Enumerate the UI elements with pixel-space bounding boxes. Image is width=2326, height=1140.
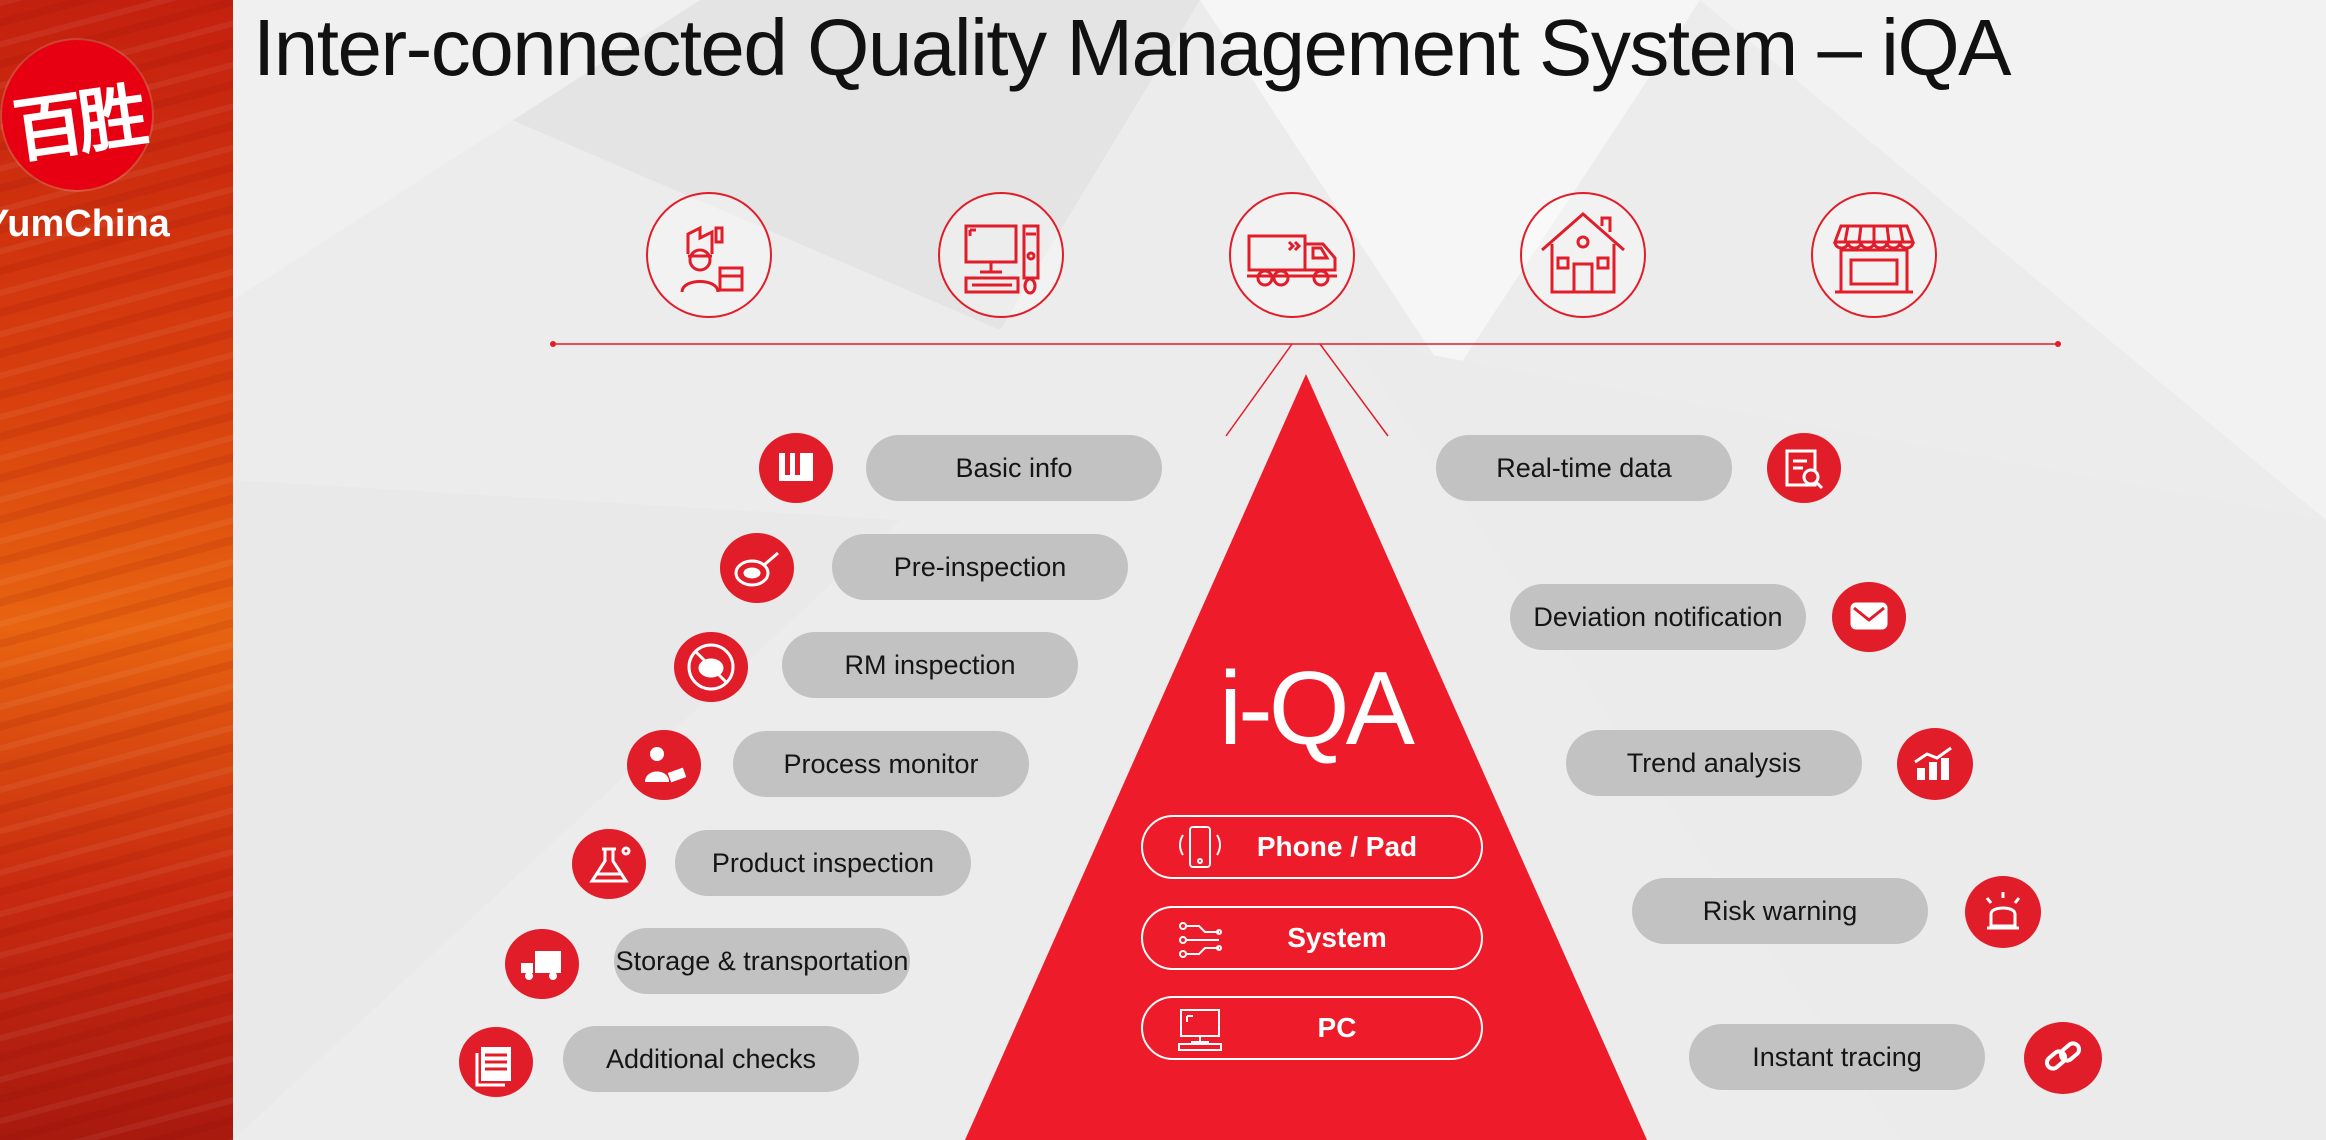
feature-deviation-notification: Deviation notification xyxy=(1510,584,1806,650)
funnel-line-left xyxy=(1225,343,1293,437)
iqa-label: i-QA xyxy=(1219,651,1415,767)
feature-product-inspection: Product inspection xyxy=(675,830,971,896)
pc-monitor-icon xyxy=(1178,1009,1222,1051)
worker-icon xyxy=(627,730,701,800)
funnel-line-right xyxy=(1319,343,1389,437)
feature-risk-warning: Risk warning xyxy=(1632,878,1928,944)
delivery-truck-icon xyxy=(1229,192,1355,318)
feature-pre-inspection: Pre-inspection xyxy=(832,534,1128,600)
feature-process-monitor: Process monitor xyxy=(733,731,1029,797)
supplier-factory-icon xyxy=(646,192,772,318)
envelope-icon xyxy=(1832,582,1906,652)
feature-basic-info: Basic info xyxy=(866,435,1162,501)
brand-name: YumChina xyxy=(0,203,170,245)
platform-label: Phone / Pad xyxy=(1256,831,1418,862)
yumchina-logo: 百胜 xyxy=(2,40,152,190)
system-circuit-icon xyxy=(1179,922,1222,958)
restaurant-store-icon xyxy=(1811,192,1937,318)
platform-label: PC xyxy=(1317,1012,1357,1043)
timeline-start-dot xyxy=(550,341,556,347)
feature-storage-transportation: Storage & transportation xyxy=(614,928,910,994)
flask-icon xyxy=(572,829,646,899)
timeline-end-dot xyxy=(2055,341,2061,347)
book-icon xyxy=(759,433,833,503)
no-meat-icon xyxy=(674,632,748,702)
frying-pan-icon xyxy=(720,533,794,603)
logo-glyph: 百胜 xyxy=(8,73,147,174)
feature-trend-analysis: Trend analysis xyxy=(1566,730,1862,796)
data-search-icon xyxy=(1767,433,1841,503)
warehouse-house-icon xyxy=(1520,192,1646,318)
feature-instant-tracing: Instant tracing xyxy=(1689,1024,1985,1090)
phone-pad-icon xyxy=(1179,826,1221,868)
platform-label: System xyxy=(1287,922,1387,953)
brand-sidebar: 百胜 YumChina xyxy=(0,0,233,1140)
platform-phone-pad: Phone / Pad xyxy=(1141,815,1483,879)
link-icon xyxy=(2024,1022,2102,1094)
alarm-light-icon xyxy=(1965,876,2041,948)
platform-pc: PC xyxy=(1141,996,1483,1060)
platform-system: System xyxy=(1141,906,1483,970)
feature-additional-checks: Additional checks xyxy=(563,1026,859,1092)
truck-icon xyxy=(505,929,579,999)
documents-icon xyxy=(459,1027,533,1097)
page-title: Inter-connected Quality Management Syste… xyxy=(253,3,2012,92)
feature-real-time-data: Real-time data xyxy=(1436,435,1732,501)
bar-trend-icon xyxy=(1897,728,1973,800)
feature-rm-inspection: RM inspection xyxy=(782,632,1078,698)
computer-workstation-icon xyxy=(938,192,1064,318)
